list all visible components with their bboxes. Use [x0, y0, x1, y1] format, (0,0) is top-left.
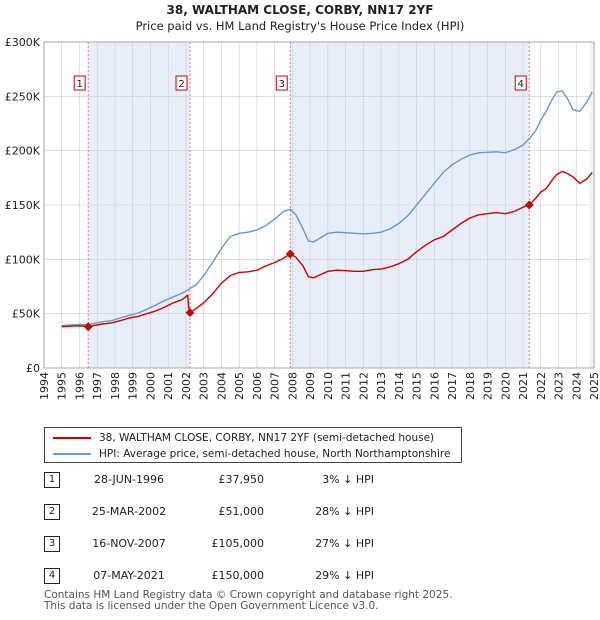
sale-row: 4 07-MAY-2021 £150,000 29% ↓ HPI — [44, 568, 384, 588]
sale-marker-label: 2 — [178, 79, 184, 90]
chart-legend: 38, WALTHAM CLOSE, CORBY, NN17 2YF (semi… — [44, 427, 462, 463]
x-tick-label: 2001 — [162, 372, 175, 400]
sale-point — [524, 200, 534, 210]
sale-date: 07-MAY-2021 — [93, 569, 165, 582]
legend-swatch-hpi — [53, 453, 91, 455]
x-tick-label: 2007 — [269, 372, 282, 400]
sale-marker-box — [275, 75, 288, 91]
x-tick-label: 2013 — [375, 372, 388, 400]
attribution-line-1: Contains HM Land Registry data © Crown c… — [44, 589, 453, 601]
y-tick-label: £100K — [5, 253, 41, 266]
x-tick-label: 2012 — [357, 372, 370, 400]
x-tick-label: 2022 — [535, 372, 548, 400]
legend-item-hpi: HPI: Average price, semi-detached house,… — [53, 446, 450, 462]
x-tick-label: 1995 — [56, 372, 69, 400]
x-tick-label: 2019 — [482, 372, 495, 400]
x-tick-label: 2011 — [340, 372, 353, 400]
x-tick-label: 1997 — [91, 372, 104, 400]
sale-row: 3 16-NOV-2007 £105,000 27% ↓ HPI — [44, 536, 384, 556]
sale-price: £150,000 — [211, 569, 265, 582]
x-tick-label: 2000 — [144, 372, 157, 400]
sale-price: £105,000 — [211, 537, 265, 550]
legend-swatch-property — [53, 437, 91, 439]
sale-number-badge: 3 — [44, 536, 60, 552]
x-tick-label: 2024 — [570, 372, 583, 400]
y-tick-label: £250K — [5, 90, 41, 103]
x-tick-label: 1998 — [109, 372, 122, 400]
x-tick-label: 2008 — [286, 372, 299, 400]
x-tick-label: 2018 — [464, 372, 477, 400]
y-tick-label: £0 — [26, 362, 40, 375]
sale-point — [185, 308, 195, 318]
sale-point — [285, 249, 295, 259]
sale-hpi-diff: 3% ↓ HPI — [322, 473, 374, 486]
legend-label-hpi: HPI: Average price, semi-detached house,… — [99, 448, 451, 460]
x-tick-label: 2015 — [411, 372, 424, 400]
sale-marker-label: 1 — [76, 79, 82, 90]
hpi-line — [61, 90, 593, 327]
sale-price: £51,000 — [218, 505, 265, 518]
sale-hpi-diff: 28% ↓ HPI — [315, 505, 374, 518]
sale-date: 25-MAR-2002 — [91, 505, 167, 518]
sale-number-badge: 4 — [44, 568, 60, 584]
sale-marker-box — [73, 75, 86, 91]
x-tick-label: 2005 — [233, 372, 246, 400]
sale-price: £37,950 — [218, 473, 265, 486]
x-tick-label: 2010 — [322, 372, 335, 400]
chart-subtitle: Price paid vs. HM Land Registry's House … — [136, 19, 465, 33]
sale-marker-label: 3 — [279, 79, 285, 90]
x-tick-label: 2020 — [499, 372, 512, 400]
forecast-shade — [589, 42, 594, 368]
x-tick-label: 2014 — [393, 372, 406, 400]
y-tick-label: £300K — [5, 36, 41, 49]
sale-number-badge: 1 — [44, 472, 60, 488]
x-tick-label: 2023 — [553, 372, 566, 400]
legend-label-property: 38, WALTHAM CLOSE, CORBY, NN17 2YF (semi… — [99, 432, 435, 444]
sale-row: 1 28-JUN-1996 £37,950 3% ↓ HPI — [44, 472, 384, 492]
x-tick-label: 1999 — [127, 372, 140, 400]
x-tick-label: 2006 — [251, 372, 264, 400]
attribution-footer: Contains HM Land Registry data © Crown c… — [44, 590, 584, 612]
sale-date: 16-NOV-2007 — [92, 537, 166, 550]
sale-hpi-diff: 27% ↓ HPI — [315, 537, 374, 550]
x-tick-label: 2003 — [198, 372, 211, 400]
sale-marker-label: 4 — [518, 79, 524, 90]
x-tick-label: 2009 — [304, 372, 317, 400]
x-tick-label: 2002 — [180, 372, 193, 400]
x-tick-label: 2021 — [517, 372, 530, 400]
sale-marker-box — [514, 75, 527, 91]
sale-point — [83, 322, 93, 332]
sale-row: 2 25-MAR-2002 £51,000 28% ↓ HPI — [44, 504, 384, 524]
price-chart: 38, WALTHAM CLOSE, CORBY, NN17 2YF Price… — [5, 3, 600, 400]
chart-title: 38, WALTHAM CLOSE, CORBY, NN17 2YF — [167, 3, 434, 17]
y-tick-label: £200K — [5, 145, 41, 158]
sale-hpi-diff: 29% ↓ HPI — [315, 569, 374, 582]
x-tick-label: 1996 — [73, 372, 86, 400]
legend-item-property: 38, WALTHAM CLOSE, CORBY, NN17 2YF (semi… — [53, 430, 434, 446]
plot-frame — [43, 41, 595, 369]
sale-number-badge: 2 — [44, 504, 60, 520]
y-tick-label: £50K — [12, 308, 41, 321]
x-tick-label: 2004 — [215, 372, 228, 400]
x-tick-label: 2025 — [588, 372, 600, 400]
x-tick-label: 2016 — [428, 372, 441, 400]
attribution-line-2: This data is licensed under the Open Gov… — [44, 600, 379, 612]
y-tick-label: £150K — [5, 199, 41, 212]
sale-date: 28-JUN-1996 — [93, 473, 165, 486]
x-tick-label: 1994 — [38, 372, 51, 400]
x-tick-label: 2017 — [446, 372, 459, 400]
sale-marker-box — [175, 75, 188, 91]
